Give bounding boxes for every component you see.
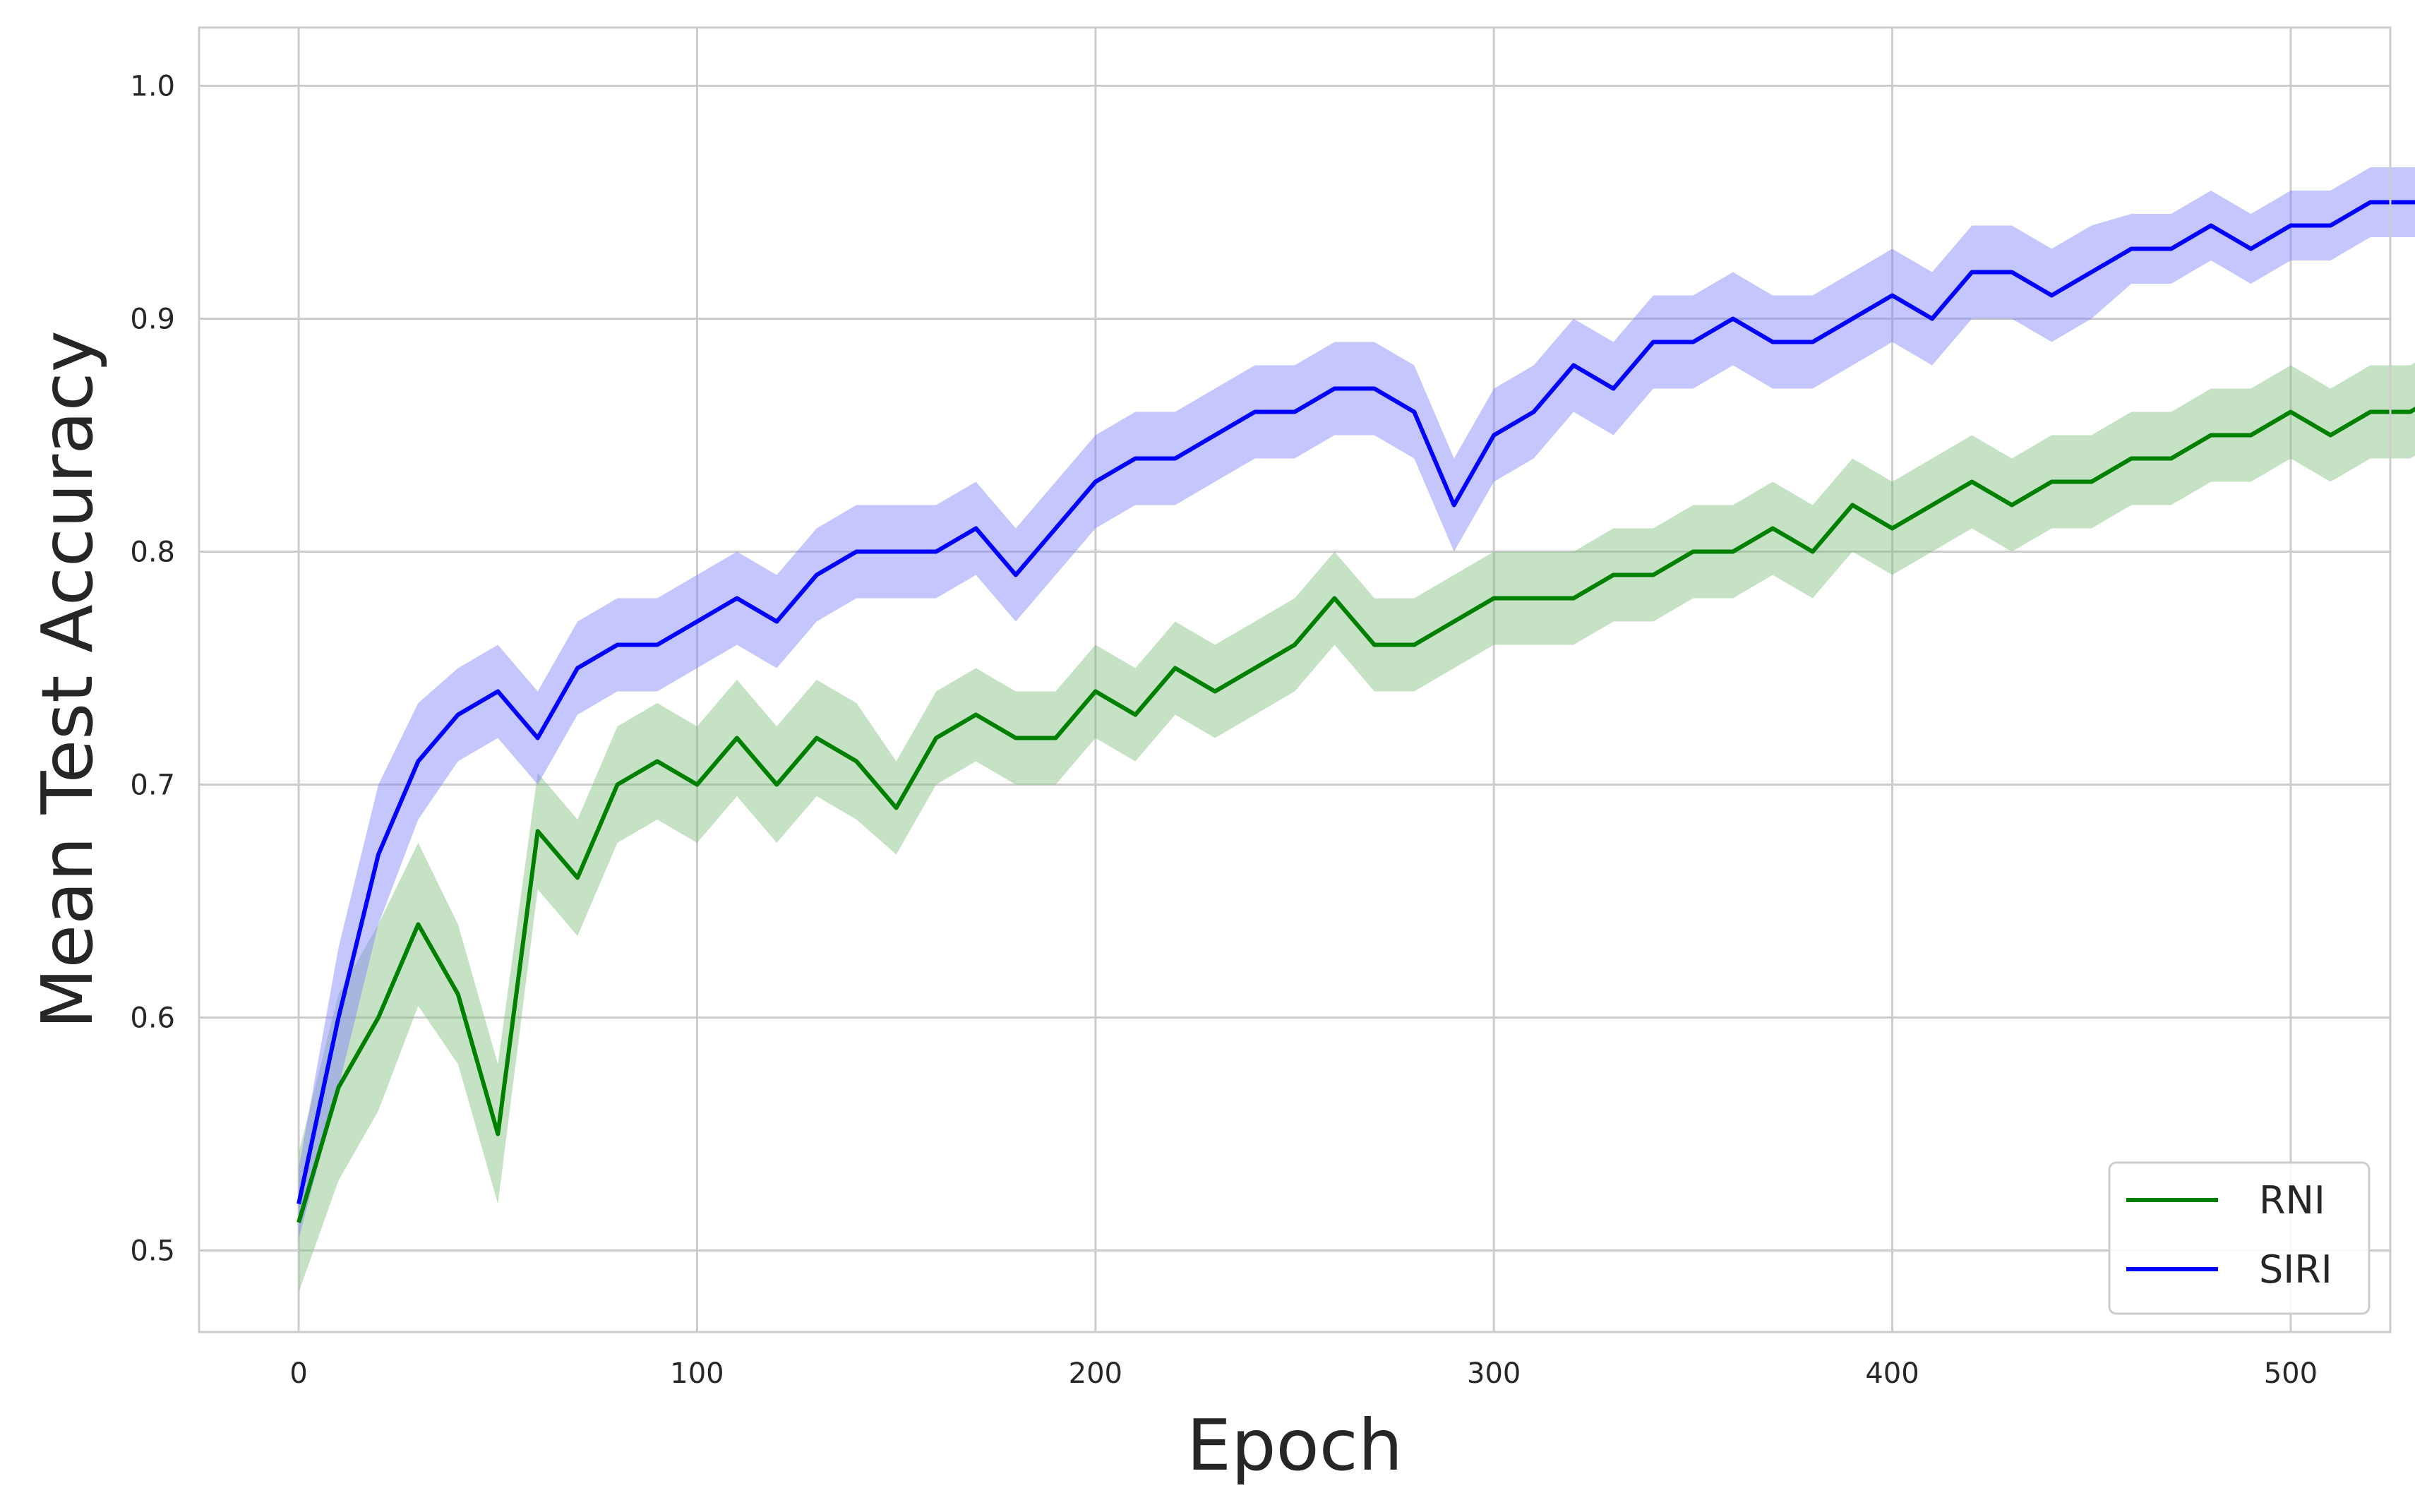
grid-lines: [199, 28, 2390, 1332]
y-axis-title: Mean Test Accuracy: [26, 330, 109, 1029]
series-line-rni: [296, 407, 2415, 1223]
y-tick-label: 0.5: [130, 1235, 175, 1268]
band-rni: [299, 362, 2415, 1292]
legend-label-rni: RNI: [2259, 1178, 2325, 1223]
x-tick-label: 100: [670, 1357, 724, 1390]
confidence-bands: [299, 167, 2415, 1292]
series-line-siri: [296, 200, 2415, 1205]
y-axis-ticks: 0.5 0.6 0.7 0.8 0.9 1.0: [130, 71, 175, 1268]
y-tick-label: 0.9: [130, 304, 175, 336]
legend: RNI SIRI: [2108, 1161, 2371, 1315]
legend-label-siri: SIRI: [2259, 1247, 2332, 1292]
y-tick-label: 0.8: [130, 536, 175, 569]
plot-frame: [198, 26, 2392, 1333]
x-tick-label: 500: [2264, 1357, 2318, 1390]
x-axis-title: Epoch: [1187, 1404, 1403, 1487]
y-tick-label: 0.7: [130, 769, 175, 802]
x-tick-label: 0: [289, 1357, 307, 1390]
series-lines: [296, 200, 2415, 1223]
y-tick-label: 0.6: [130, 1002, 175, 1035]
x-tick-label: 300: [1467, 1357, 1521, 1390]
x-tick-label: 200: [1069, 1357, 1122, 1390]
band-siri: [299, 167, 2415, 1239]
x-tick-label: 400: [1865, 1357, 1919, 1390]
y-tick-label: 1.0: [130, 71, 175, 103]
x-axis-ticks: 0 100 200 300 400 500: [289, 1357, 2318, 1390]
